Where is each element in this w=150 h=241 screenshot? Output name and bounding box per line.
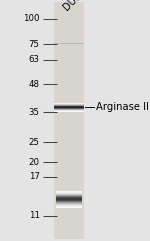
Text: 63: 63 (29, 55, 40, 64)
Bar (56, 202, 82, 203)
Bar (56, 192, 82, 193)
Text: 35: 35 (29, 108, 40, 117)
Bar (54, 109, 84, 110)
Bar (54, 105, 84, 106)
Bar (54, 2, 84, 239)
Bar (56, 198, 82, 199)
Bar (56, 203, 82, 204)
Bar (54, 104, 84, 105)
Bar (56, 201, 82, 202)
Bar (54, 103, 84, 104)
Text: 11: 11 (29, 211, 40, 220)
Bar (54, 110, 84, 111)
Text: 17: 17 (29, 172, 40, 181)
Bar (56, 206, 82, 207)
Text: 25: 25 (29, 138, 40, 147)
Bar (54, 111, 84, 112)
Bar (56, 195, 82, 196)
Bar (54, 106, 84, 107)
Text: Arginase II: Arginase II (96, 102, 148, 112)
Bar (56, 200, 82, 201)
Bar (56, 194, 82, 195)
Text: 48: 48 (29, 80, 40, 89)
Bar (54, 107, 84, 108)
Text: 100: 100 (23, 14, 40, 23)
Bar (54, 108, 84, 109)
Bar (56, 207, 82, 208)
Bar (56, 197, 82, 198)
Bar (56, 193, 82, 194)
Bar (56, 199, 82, 200)
Text: 75: 75 (29, 40, 40, 49)
Bar (56, 204, 82, 205)
Text: 20: 20 (29, 158, 40, 167)
Text: DU145: DU145 (61, 0, 92, 13)
Bar (56, 196, 82, 197)
Bar (56, 191, 82, 192)
Bar (56, 205, 82, 206)
